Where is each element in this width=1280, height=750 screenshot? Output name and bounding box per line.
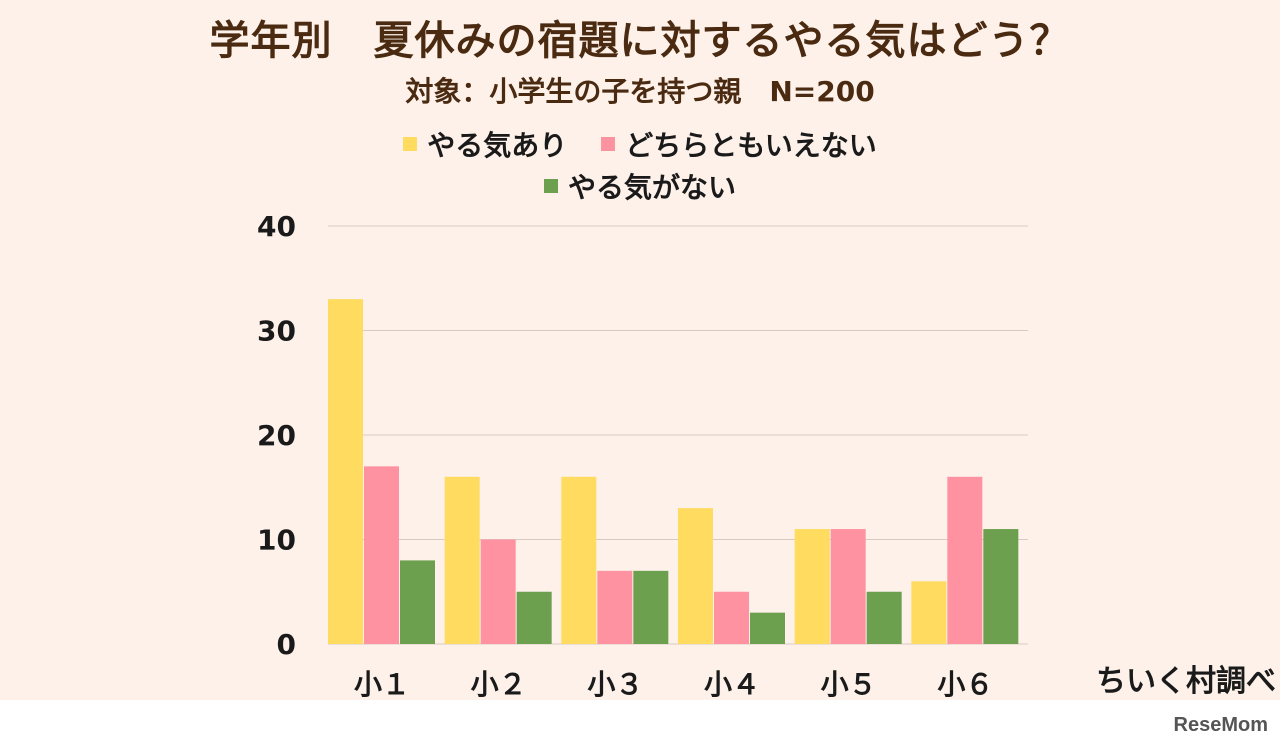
bar-1-5 <box>947 476 983 644</box>
bar-2-0 <box>400 560 435 644</box>
y-tick-label-40: 40 <box>257 210 296 243</box>
x-tick-label-2: 小３ <box>587 668 643 700</box>
bar-2-5 <box>983 529 1019 644</box>
bar-1-2 <box>597 570 633 644</box>
bar-0-1 <box>444 476 480 644</box>
x-tick-label-1: 小２ <box>471 668 527 700</box>
legend-item-series-2: やる気がない <box>543 166 736 206</box>
bar-0-4 <box>794 529 830 644</box>
legend-row-2: やる気がない <box>0 166 1280 206</box>
bar-2-1 <box>516 591 552 644</box>
bar-0-3 <box>678 508 713 644</box>
brand-logo: ReseMom <box>1173 714 1268 736</box>
bar-2-3 <box>750 612 785 644</box>
legend-item-series-1: どちらともいえない <box>601 124 877 164</box>
legend-row-1: やる気あり どちらともいえない <box>0 124 1280 164</box>
legend-swatch-series-2 <box>543 179 558 193</box>
x-tick-label-4: 小５ <box>821 668 877 700</box>
legend-label-series-2: やる気がない <box>567 171 736 204</box>
bar-0-2 <box>561 476 597 644</box>
y-tick-label-10: 10 <box>257 524 296 557</box>
bar-0-5 <box>911 581 947 644</box>
bar-1-4 <box>830 529 866 644</box>
bar-0-0 <box>328 299 363 644</box>
y-tick-label-0: 0 <box>277 628 296 661</box>
bar-1-1 <box>480 539 516 644</box>
bar-1-0 <box>364 466 399 644</box>
legend-label-series-0: やる気あり <box>427 129 568 162</box>
bar-2-4 <box>866 591 902 644</box>
legend-swatch-series-1 <box>601 137 616 151</box>
y-tick-label-30: 30 <box>257 315 296 348</box>
legend-swatch-series-0 <box>403 137 418 151</box>
bar-chart: 0 10 20 30 40 小１ 小２ 小３ 小４ 小５ 小６ <box>257 210 1028 700</box>
x-tick-label-5: 小６ <box>937 668 993 700</box>
bar-2-2 <box>633 570 669 644</box>
chart-subtitle: 対象：小学生の子を持つ親 N=200 <box>405 75 875 108</box>
chart-title: 学年別 夏休みの宿題に対するやる気はどう？ <box>209 18 1071 64</box>
bar-1-3 <box>714 591 749 644</box>
x-tick-label-3: 小４ <box>704 668 760 700</box>
chart-canvas: 学年別 夏休みの宿題に対するやる気はどう？ 対象：小学生の子を持つ親 N=200… <box>0 0 1280 700</box>
legend-item-series-0: やる気あり <box>403 124 567 164</box>
legend-label-series-1: どちらともいえない <box>625 129 877 162</box>
x-tick-label-0: 小１ <box>354 668 410 700</box>
y-tick-label-20: 20 <box>257 419 296 452</box>
source-note: ちいく村調べ <box>1096 664 1276 699</box>
